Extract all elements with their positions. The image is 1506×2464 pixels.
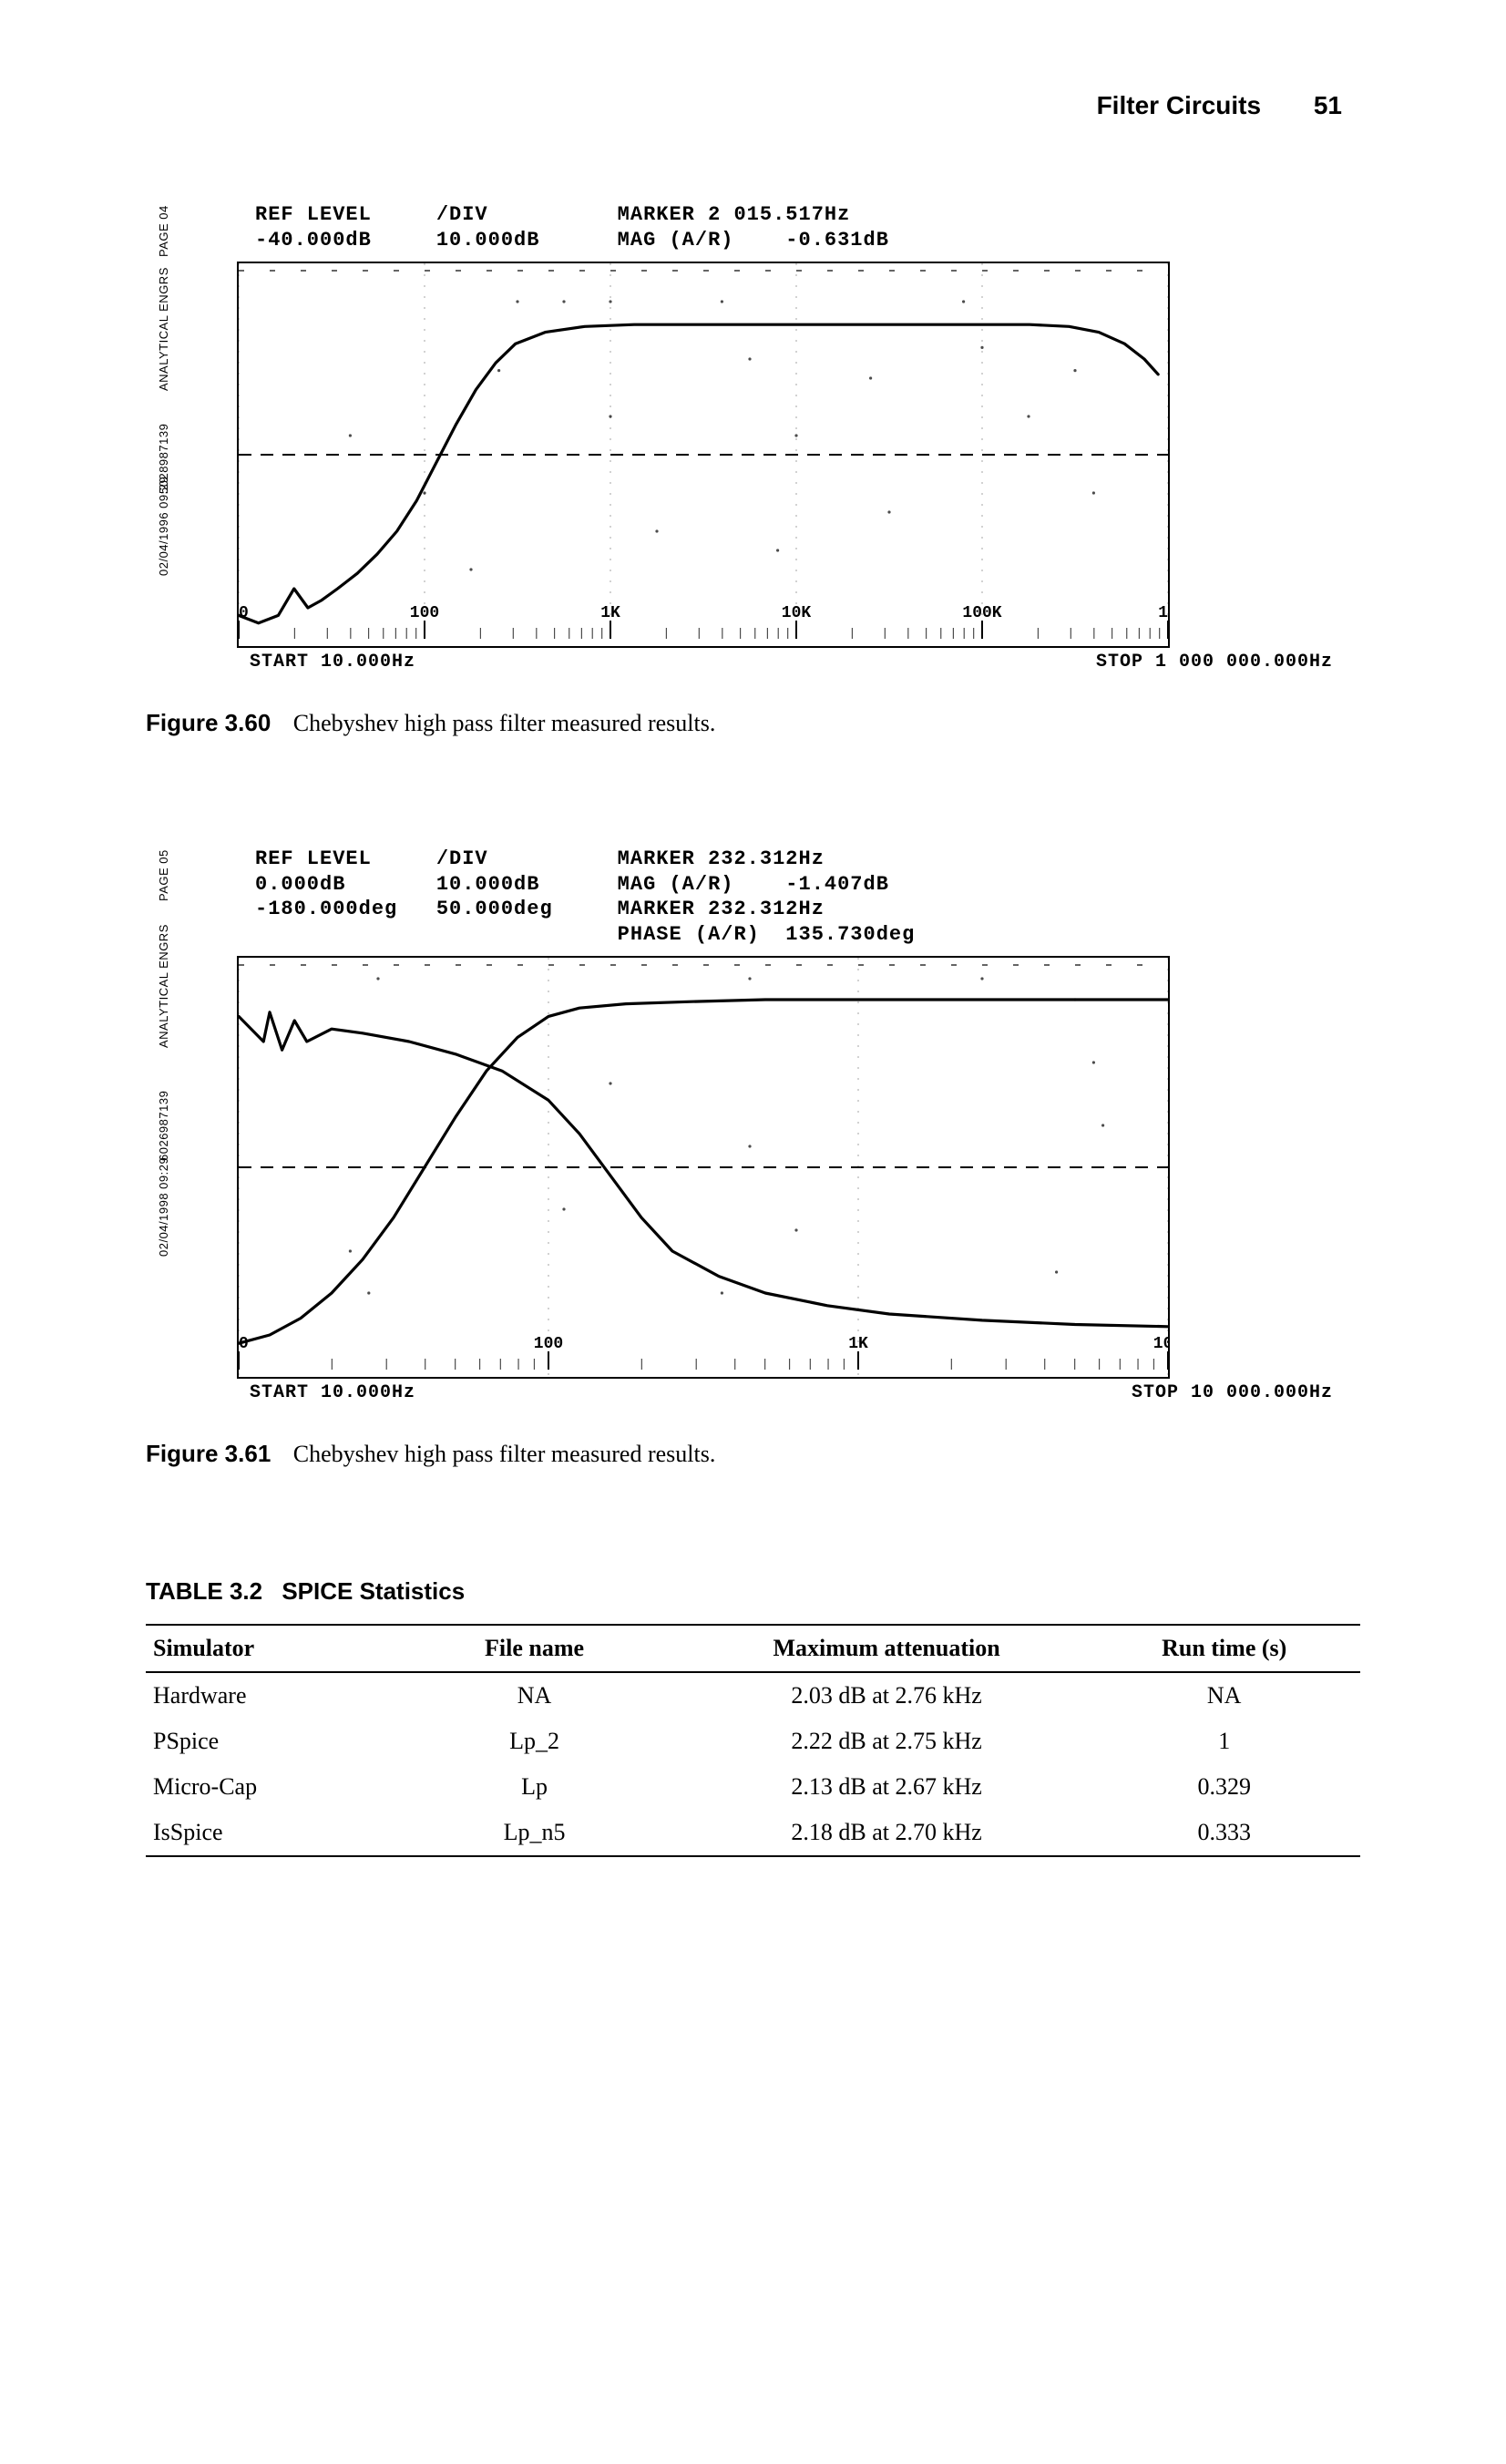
svg-text:10K: 10K [1153,1335,1168,1353]
svg-text:1M: 1M [1158,604,1168,622]
figure-1-axis-labels: START 10.000Hz STOP 1 000 000.000Hz [237,652,1360,672]
table-3-2-name: SPICE Statistics [282,1577,465,1605]
table-cell: Micro-Cap [146,1764,413,1810]
table-cell: Lp_2 [413,1719,656,1764]
table-row: PSpiceLp_22.22 dB at 2.75 kHz1 [146,1719,1360,1764]
svg-text:10: 10 [239,1335,249,1353]
table-cell: Hardware [146,1672,413,1719]
table-col-header: Maximum attenuation [656,1625,1118,1672]
figure-1-side-labels: PAGE 04ANALYTICAL ENGRS502898713902/04/1… [146,202,182,672]
table-cell: Lp_n5 [413,1810,656,1856]
side-label: 02/04/1998 09:29 [157,1157,170,1257]
table-col-header: File name [413,1625,656,1672]
table-3-2-title: TABLE 3.2 SPICE Statistics [146,1577,1360,1606]
figure-1-plot: 10 100 1K 10K 100K 1M [237,262,1170,648]
figure-2-start-label: START 10.000Hz [250,1382,415,1403]
figure-3-60-block: PAGE 04ANALYTICAL ENGRS502898713902/04/1… [200,202,1360,672]
side-label: ANALYTICAL ENGRS [157,267,170,391]
table-cell: PSpice [146,1719,413,1764]
table-col-header: Simulator [146,1625,413,1672]
figure-2-stop-label: STOP 10 000.000Hz [1132,1382,1333,1403]
chapter-title: Filter Circuits [1097,91,1261,119]
figure-3-61-caption: Figure 3.61 Chebyshev high pass filter m… [146,1440,1360,1468]
table-3-2-label: TABLE 3.2 [146,1577,262,1605]
table-row: IsSpiceLp_n52.18 dB at 2.70 kHz0.333 [146,1810,1360,1856]
figure-2-axis-labels: START 10.000Hz STOP 10 000.000Hz [237,1382,1360,1403]
svg-text:100K: 100K [962,604,1001,622]
svg-text:10: 10 [239,604,249,622]
figure-3-60-label: Figure 3.60 [146,709,271,736]
figure-2-svg: 10 100 1K 10K [239,958,1168,1377]
figure-1-readout: REF LEVEL /DIV MARKER 2 015.517Hz -40.00… [255,202,1360,252]
figure-2-side-labels: PAGE 05 ANALYTICAL ENGRS 602698713902/04/1… [146,847,182,1403]
page-number: 51 [1314,91,1342,119]
side-label: 02/04/1996 09:29 [157,477,170,576]
figure-1-start-label: START 10.000Hz [250,652,415,672]
side-label: 6026987139 [157,1091,170,1161]
table-cell: 2.18 dB at 2.70 kHz [656,1810,1118,1856]
table-cell: 2.03 dB at 2.76 kHz [656,1672,1118,1719]
figure-1-svg: 10 100 1K 10K 100K 1M [239,263,1168,646]
table-cell: NA [1117,1672,1360,1719]
figure-2-readout: REF LEVEL /DIV MARKER 232.312Hz 0.000dB … [255,847,1360,947]
figure-3-61-label: Figure 3.61 [146,1440,271,1467]
table-col-header: Run time (s) [1117,1625,1360,1672]
page-header: Filter Circuits 51 [146,91,1360,120]
table-cell: 0.329 [1117,1764,1360,1810]
figure-3-61-block: PAGE 05ANALYTICAL ENGRS602698713902/04/1… [200,847,1360,1403]
side-label: ANALYTICAL ENGRS [157,924,170,1048]
table-cell: 1 [1117,1719,1360,1764]
table-cell: 0.333 [1117,1810,1360,1856]
side-label: PAGE 05 [157,849,170,901]
table-header-row: SimulatorFile nameMaximum attenuationRun… [146,1625,1360,1672]
svg-text:1K: 1K [600,604,620,622]
figure-3-60-text: Chebyshev high pass filter measured resu… [293,710,716,736]
table-row: Micro-CapLp2.13 dB at 2.67 kHz0.329 [146,1764,1360,1810]
table-cell: NA [413,1672,656,1719]
svg-text:100: 100 [534,1335,563,1353]
side-label: PAGE 04 [157,205,170,257]
figure-3-60-caption: Figure 3.60 Chebyshev high pass filter m… [146,709,1360,737]
table-cell: 2.22 dB at 2.75 kHz [656,1719,1118,1764]
table-cell: IsSpice [146,1810,413,1856]
table-body: HardwareNA2.03 dB at 2.76 kHzNAPSpiceLp_… [146,1672,1360,1856]
table-cell: 2.13 dB at 2.67 kHz [656,1764,1118,1810]
svg-text:1K: 1K [848,1335,868,1353]
figure-1-stop-label: STOP 1 000 000.000Hz [1096,652,1333,672]
figure-3-61-text: Chebyshev high pass filter measured resu… [293,1441,716,1467]
spice-statistics-table: SimulatorFile nameMaximum attenuationRun… [146,1624,1360,1857]
svg-text:10K: 10K [782,604,812,622]
svg-text:100: 100 [410,604,439,622]
table-row: HardwareNA2.03 dB at 2.76 kHzNA [146,1672,1360,1719]
table-cell: Lp [413,1764,656,1810]
figure-2-plot: 10 100 1K 10K [237,956,1170,1379]
